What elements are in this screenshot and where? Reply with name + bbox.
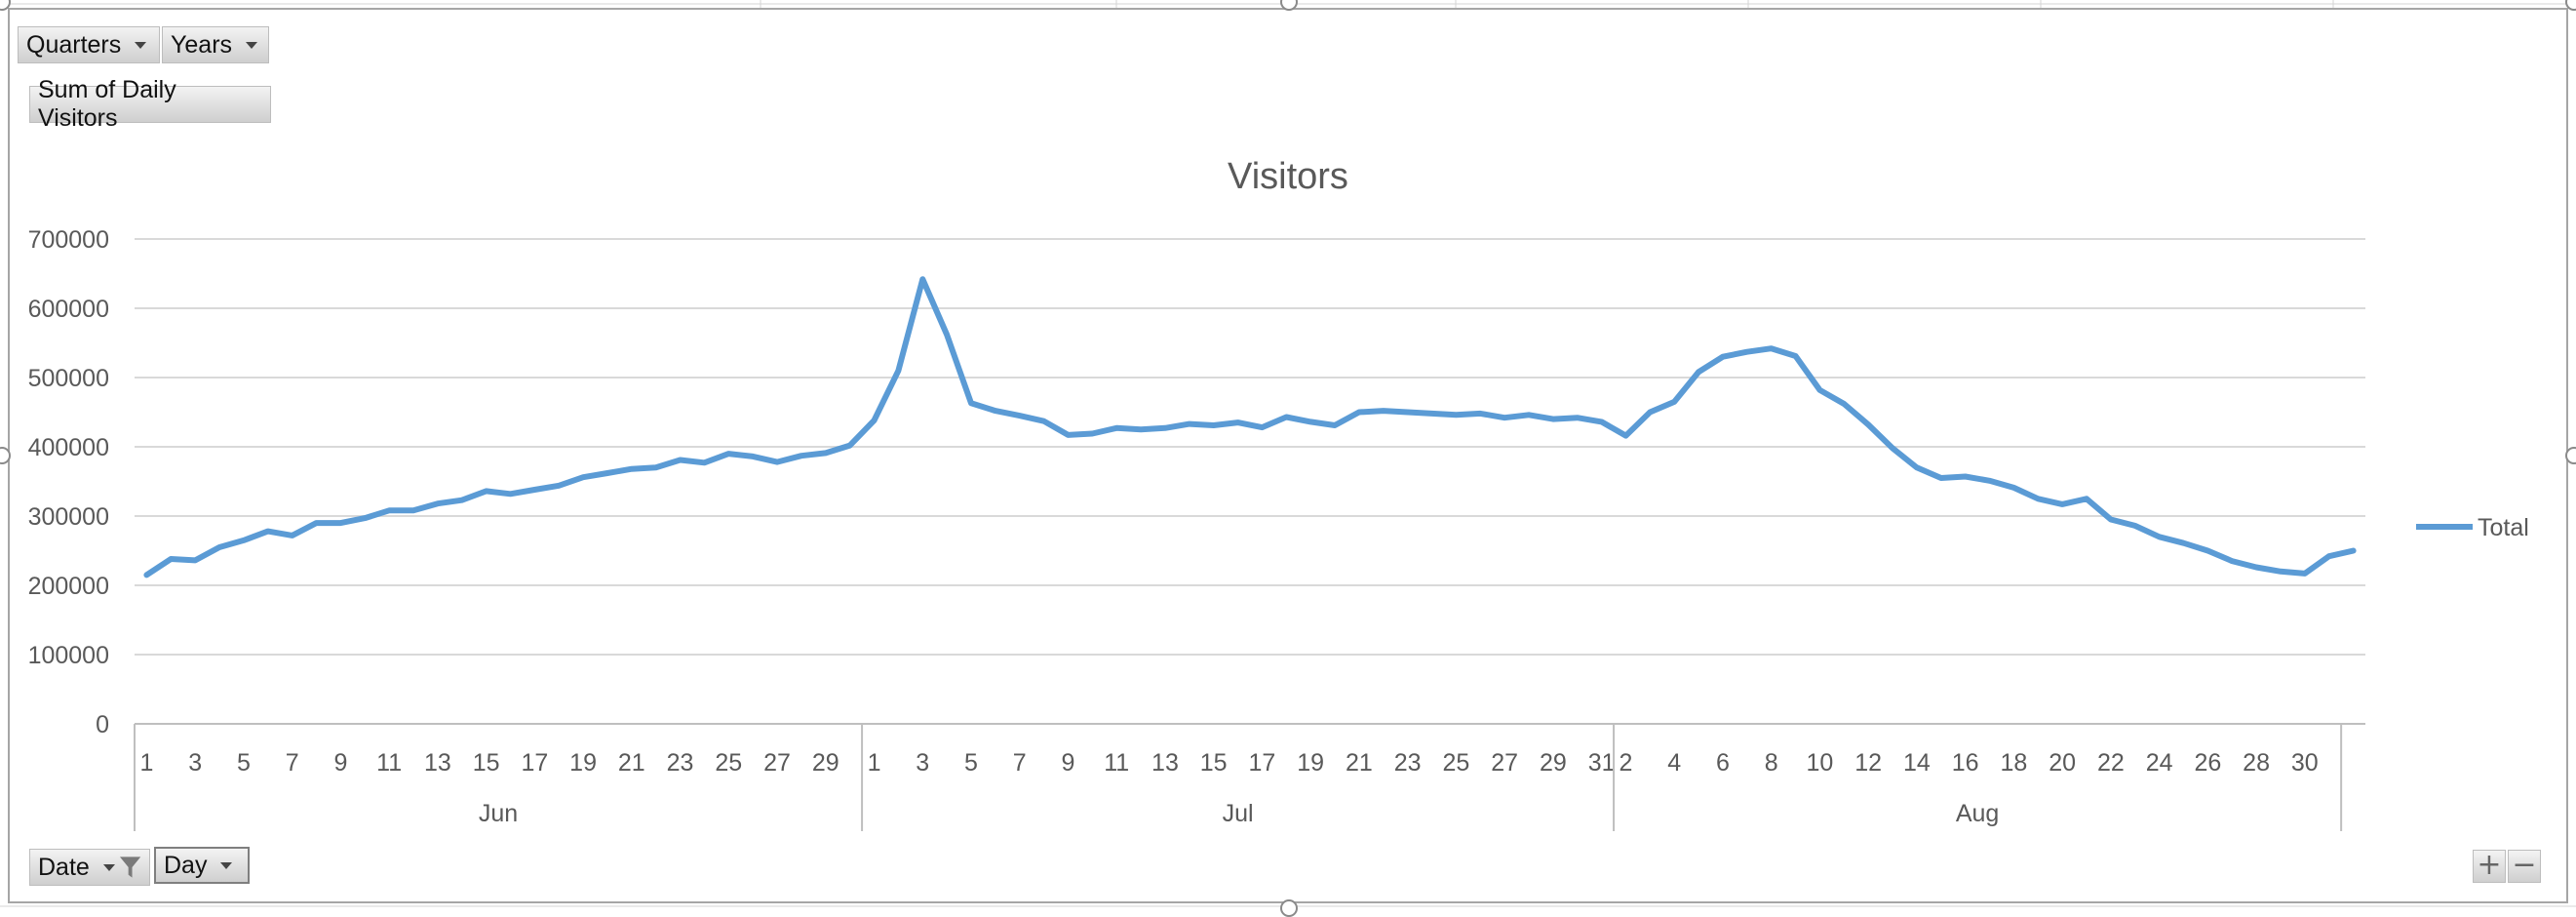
x-tick-label: 31 <box>1588 749 1616 777</box>
x-tick-label: 14 <box>1903 749 1931 777</box>
y-tick-label: 500000 <box>28 365 109 392</box>
resize-handle-middle-right[interactable] <box>2565 447 2576 464</box>
y-tick-label: 100000 <box>28 642 109 669</box>
dropdown-arrow-icon <box>102 863 115 871</box>
resize-handle-top-center[interactable] <box>1280 0 1298 11</box>
x-tick-label: 20 <box>2049 749 2076 777</box>
x-tick-label: 13 <box>424 749 451 777</box>
x-tick-label: 24 <box>2146 749 2173 777</box>
expand-field-button[interactable]: + <box>2473 850 2506 883</box>
x-tick-label: 21 <box>618 749 645 777</box>
y-tick-label: 200000 <box>28 573 109 600</box>
x-tick-label: 10 <box>1807 749 1834 777</box>
dropdown-arrow-icon <box>246 41 258 49</box>
x-tick-label: 2 <box>1620 749 1633 777</box>
x-tick-label: 19 <box>1297 749 1324 777</box>
x-tick-label: 16 <box>1952 749 1979 777</box>
x-tick-label: 15 <box>1200 749 1228 777</box>
x-tick-label: 30 <box>2291 749 2319 777</box>
x-tick-label: 27 <box>1491 749 1518 777</box>
x-tick-label: 5 <box>964 749 978 777</box>
month-group-label: Aug <box>1956 800 1999 827</box>
dropdown-arrow-icon <box>220 861 233 869</box>
quarters-field-button[interactable]: Quarters <box>18 26 160 63</box>
dropdown-arrow-icon <box>135 41 147 49</box>
x-tick-label: 11 <box>1104 749 1129 777</box>
x-tick-label: 29 <box>812 749 839 777</box>
x-tick-label: 3 <box>916 749 929 777</box>
values-field-label: Sum of Daily Visitors <box>38 76 176 132</box>
x-tick-label: 17 <box>521 749 548 777</box>
resize-handle-top-right[interactable] <box>2565 0 2576 11</box>
month-group-label: Jul <box>1223 800 1254 827</box>
minus-icon: − <box>2512 848 2537 882</box>
years-field-label: Years <box>171 30 233 59</box>
y-tick-label: 400000 <box>28 434 109 461</box>
x-tick-label: 9 <box>333 749 347 777</box>
x-tick-label: 22 <box>2097 749 2125 777</box>
resize-handle-middle-left[interactable] <box>0 447 11 464</box>
collapse-field-button[interactable]: − <box>2508 850 2541 883</box>
chart-title: Visitors <box>1228 156 1348 197</box>
values-field-button[interactable]: Sum of Daily Visitors <box>29 76 271 132</box>
y-tick-label: 0 <box>96 711 109 738</box>
x-tick-label: 27 <box>763 749 791 777</box>
x-tick-label: 18 <box>2000 749 2027 777</box>
legend-label-total: Total <box>2478 514 2529 541</box>
x-tick-label: 3 <box>188 749 202 777</box>
x-tick-label: 7 <box>286 749 299 777</box>
quarters-field-label: Quarters <box>26 30 122 59</box>
x-tick-label: 17 <box>1249 749 1276 777</box>
x-tick-label: 29 <box>1540 749 1567 777</box>
x-tick-label: 19 <box>569 749 597 777</box>
x-tick-label: 1 <box>139 749 153 777</box>
x-tick-label: 25 <box>715 749 742 777</box>
day-field-button[interactable]: Day <box>154 847 250 884</box>
series-line-total <box>143 276 2357 578</box>
x-tick-label: 7 <box>1013 749 1027 777</box>
resize-handle-top-left[interactable] <box>0 0 11 11</box>
years-field-button[interactable]: Years <box>162 26 269 63</box>
x-tick-label: 13 <box>1151 749 1179 777</box>
y-tick-label: 300000 <box>28 503 109 531</box>
x-tick-label: 26 <box>2194 749 2221 777</box>
x-tick-label: 28 <box>2243 749 2270 777</box>
day-field-label: Day <box>164 851 208 879</box>
filter-icon <box>119 857 141 878</box>
y-tick-label: 600000 <box>28 296 109 323</box>
x-tick-label: 1 <box>868 749 881 777</box>
x-tick-label: 5 <box>237 749 251 777</box>
x-tick-label: 11 <box>376 749 402 777</box>
date-field-label: Date <box>38 853 90 881</box>
date-field-button[interactable]: Date <box>29 849 150 886</box>
x-tick-label: 9 <box>1062 749 1075 777</box>
x-tick-label: 12 <box>1854 749 1882 777</box>
y-tick-label: 700000 <box>28 226 109 254</box>
x-tick-label: 15 <box>473 749 500 777</box>
x-tick-label: 8 <box>1765 749 1778 777</box>
month-group-label: Jun <box>479 800 518 827</box>
x-tick-label: 23 <box>667 749 694 777</box>
x-tick-label: 6 <box>1716 749 1730 777</box>
plus-icon: + <box>2477 848 2502 882</box>
x-tick-label: 23 <box>1394 749 1422 777</box>
x-tick-label: 4 <box>1667 749 1681 777</box>
x-tick-label: 25 <box>1442 749 1469 777</box>
x-tick-label: 21 <box>1346 749 1373 777</box>
